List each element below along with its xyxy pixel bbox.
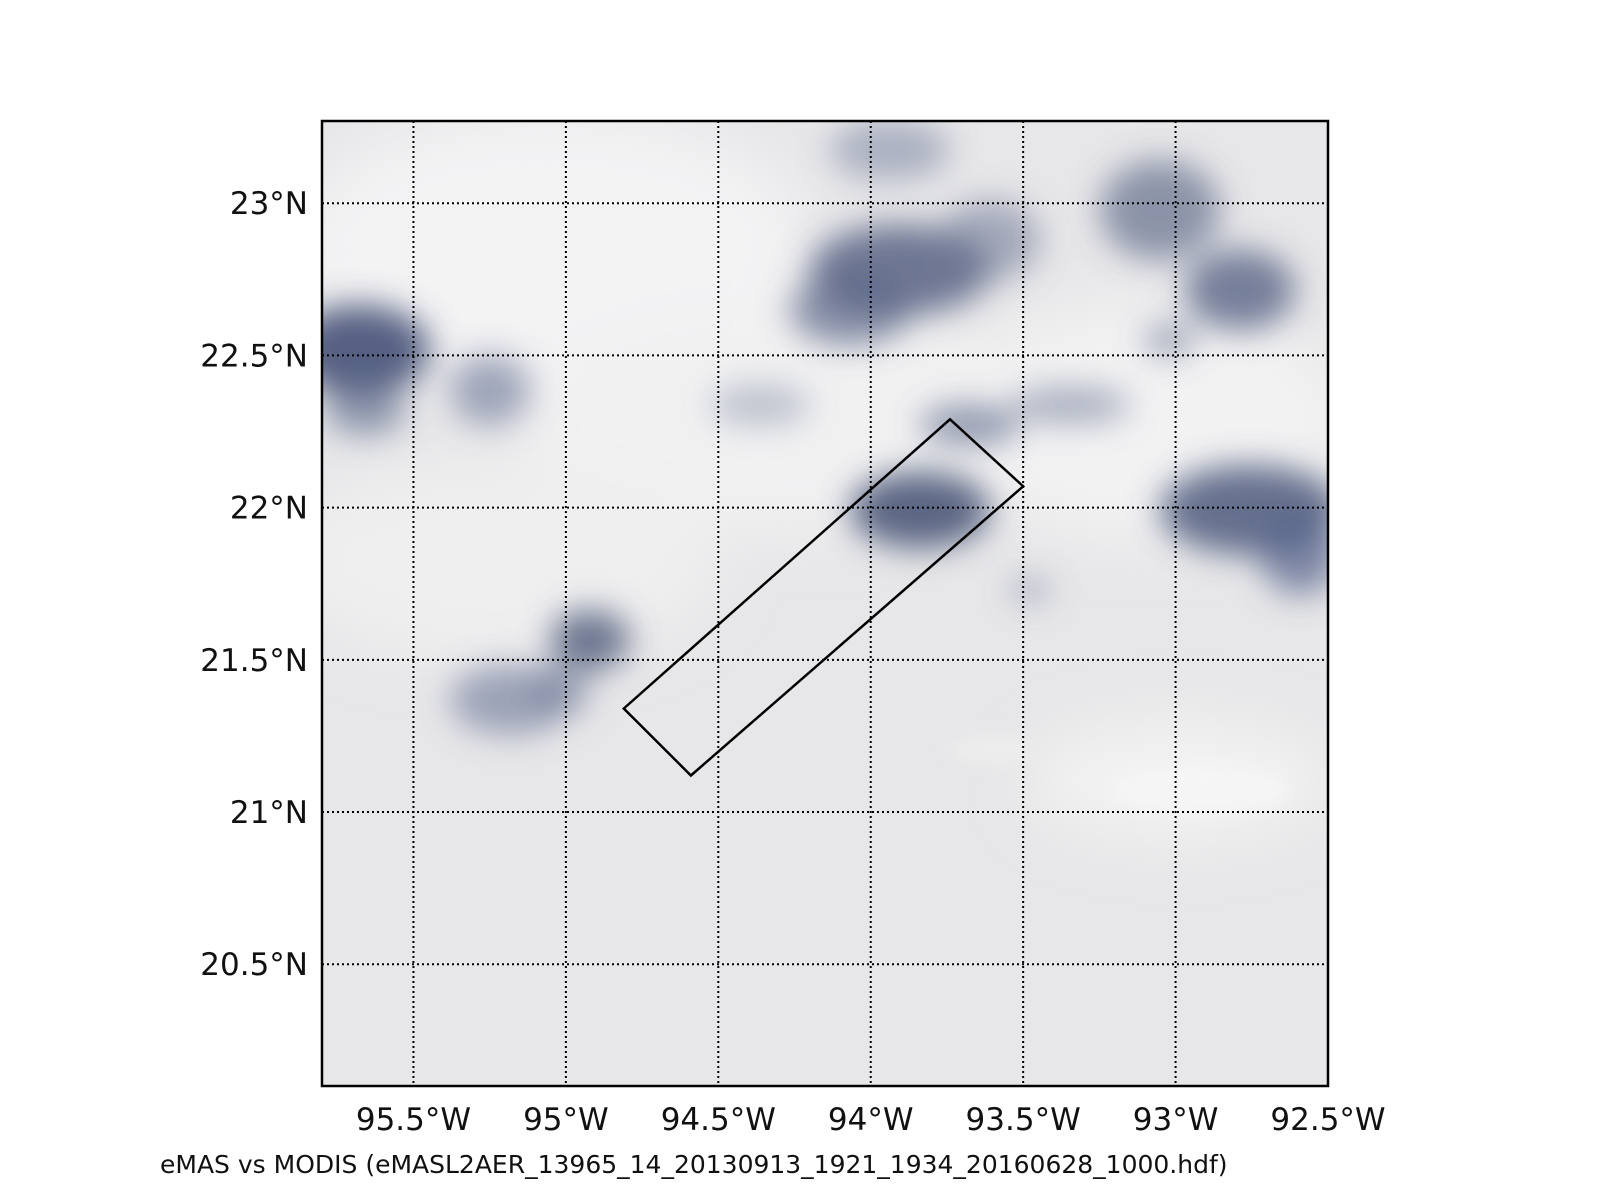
cloud-shadows xyxy=(322,121,1328,735)
lon-tick-label: 92.5°W xyxy=(1270,1102,1385,1138)
lat-tick-label: 23°N xyxy=(230,186,308,222)
lat-tick-label: 21°N xyxy=(230,795,308,831)
longitude-labels: 95.5°W 95°W 94.5°W 94°W 93.5°W 93°W 92.5°W xyxy=(356,1102,1386,1138)
satellite-imagery xyxy=(322,121,1328,1086)
lon-tick-label: 95.5°W xyxy=(356,1102,471,1138)
lat-tick-label: 21.5°N xyxy=(200,643,308,679)
lon-tick-label: 93°W xyxy=(1133,1102,1219,1138)
lat-tick-label: 22°N xyxy=(230,491,308,527)
lon-tick-label: 93.5°W xyxy=(966,1102,1081,1138)
lat-tick-label: 22.5°N xyxy=(200,338,308,374)
lon-tick-label: 94.5°W xyxy=(661,1102,776,1138)
sunglint-highlights xyxy=(950,735,1290,815)
figure-caption: eMAS vs MODIS (eMASL2AER_13965_14_201309… xyxy=(160,1150,1228,1179)
lon-tick-label: 94°W xyxy=(828,1102,914,1138)
emas-swath-outline xyxy=(621,417,1026,778)
lat-tick-label: 20.5°N xyxy=(200,947,308,983)
lon-tick-label: 95°W xyxy=(523,1102,609,1138)
latitude-labels: 20.5°N 21°N 21.5°N 22°N 22.5°N 23°N xyxy=(200,186,308,983)
map-frame xyxy=(320,119,1330,1088)
